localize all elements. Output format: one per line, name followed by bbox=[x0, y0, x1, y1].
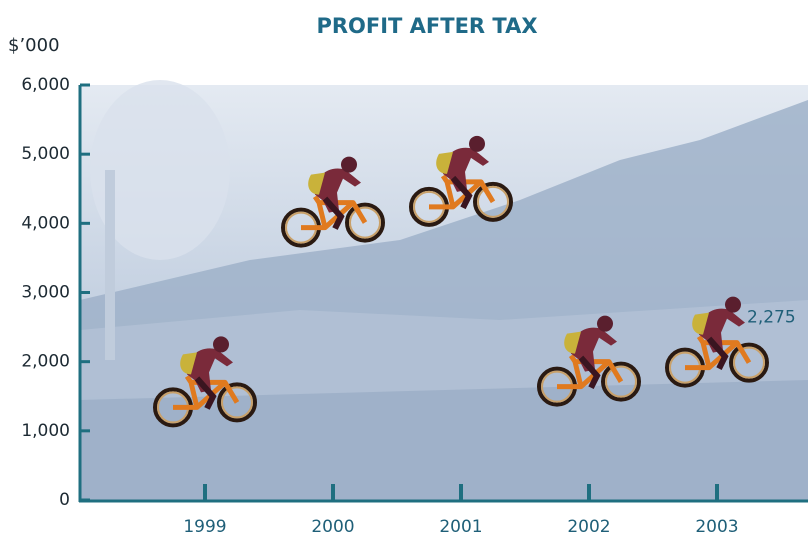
x-tick-label: 2000 bbox=[311, 517, 354, 537]
helmet bbox=[213, 336, 229, 352]
value-label: 2,275 bbox=[747, 308, 796, 328]
y-tick-label: 6,000 bbox=[21, 75, 70, 95]
y-axis-label: $’000 bbox=[8, 35, 60, 56]
y-tick-label: 4,000 bbox=[21, 213, 70, 233]
x-tick-label: 1999 bbox=[183, 517, 226, 537]
y-tick-label: 5,000 bbox=[21, 144, 70, 164]
x-tick-label: 2001 bbox=[439, 517, 482, 537]
helmet bbox=[469, 136, 485, 152]
y-tick-label: 1,000 bbox=[21, 421, 70, 441]
helmet bbox=[341, 157, 357, 173]
y-tick-label: 2,000 bbox=[21, 352, 70, 372]
x-tick-label: 2002 bbox=[567, 517, 610, 537]
y-tick-label: 3,000 bbox=[21, 283, 70, 303]
helmet bbox=[597, 316, 613, 332]
helmet bbox=[725, 297, 741, 313]
y-tick-label: 0 bbox=[59, 490, 70, 510]
chart-title: PROFIT AFTER TAX bbox=[316, 14, 537, 38]
chart: PROFIT AFTER TAX $’000 0 1,000 2,000 3,000 4… bbox=[0, 0, 808, 540]
x-tick-label: 2003 bbox=[695, 517, 738, 537]
background-photo bbox=[80, 80, 808, 500]
